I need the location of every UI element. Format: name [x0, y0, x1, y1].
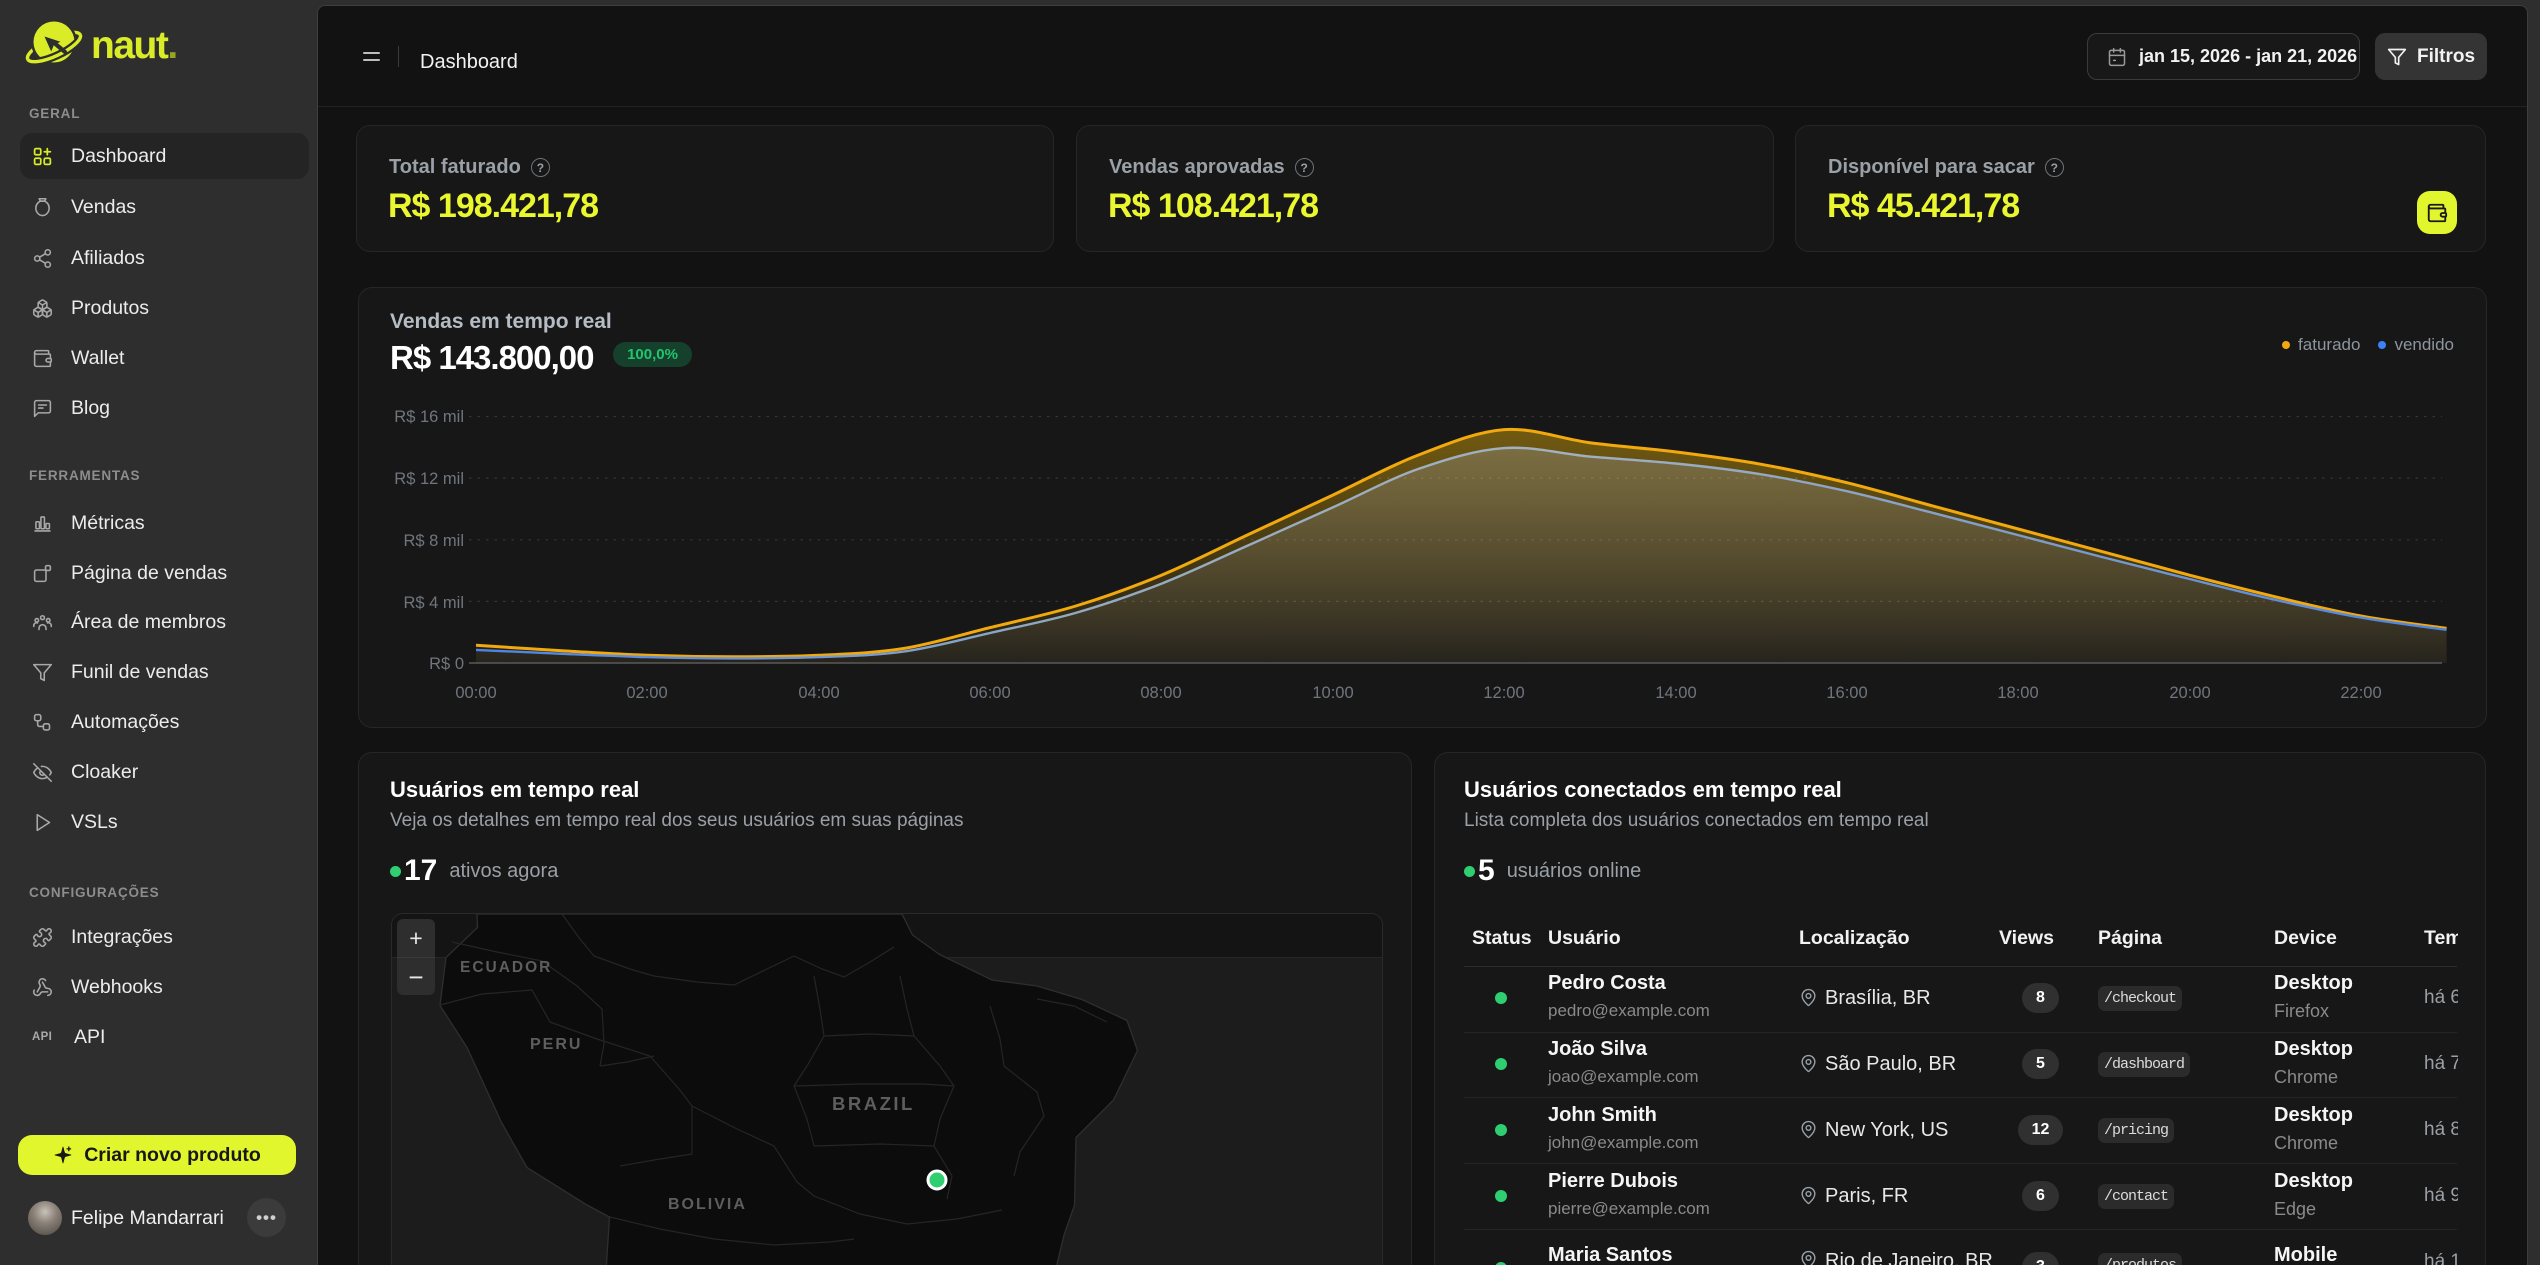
svg-text:R$ 16 mil: R$ 16 mil [394, 408, 464, 426]
svg-text:22:00: 22:00 [2340, 684, 2381, 702]
svg-text:16:00: 16:00 [1826, 684, 1867, 702]
svg-text:BOLIVIA: BOLIVIA [668, 1196, 747, 1213]
svg-text:00:00: 00:00 [455, 684, 496, 702]
svg-text:04:00: 04:00 [798, 684, 839, 702]
svg-text:18:00: 18:00 [1997, 684, 2038, 702]
svg-text:R$ 8 mil: R$ 8 mil [403, 532, 464, 550]
svg-text:20:00: 20:00 [2169, 684, 2210, 702]
svg-text:PERU: PERU [530, 1036, 582, 1053]
svg-text:02:00: 02:00 [626, 684, 667, 702]
svg-text:10:00: 10:00 [1312, 684, 1353, 702]
svg-text:14:00: 14:00 [1655, 684, 1696, 702]
svg-text:06:00: 06:00 [969, 684, 1010, 702]
svg-text:ECUADOR: ECUADOR [460, 959, 552, 976]
svg-text:08:00: 08:00 [1140, 684, 1181, 702]
svg-text:R$ 12 mil: R$ 12 mil [394, 470, 464, 488]
svg-text:12:00: 12:00 [1483, 684, 1524, 702]
svg-text:R$ 4 mil: R$ 4 mil [403, 594, 464, 612]
svg-text:R$ 0: R$ 0 [429, 655, 464, 673]
svg-text:BRAZIL: BRAZIL [832, 1093, 915, 1114]
